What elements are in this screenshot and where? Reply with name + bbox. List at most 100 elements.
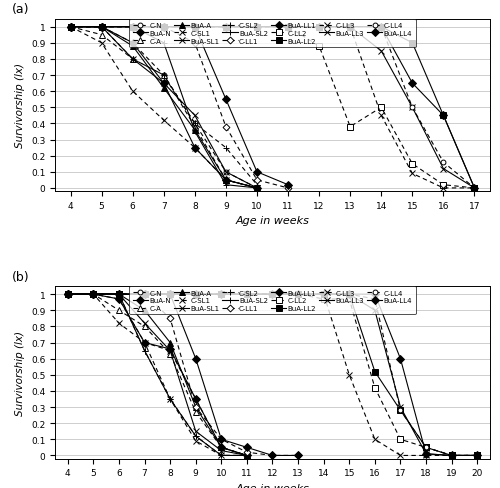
BuA-SL2 [130,24,136,30]
Line: BuA-LL3: BuA-LL3 [64,291,480,459]
BuA-LL3 [398,404,404,410]
Line: BuA-LL4: BuA-LL4 [65,292,480,458]
C-LL3 [472,185,478,191]
BuA-A [244,452,250,458]
C-LL4 [218,292,224,298]
C-LL4 [472,185,478,191]
C-N [90,292,96,298]
BuA-SL1 [142,321,148,326]
BuA-SL2 [167,396,173,402]
C-LL3 [65,292,71,298]
BuA-LL2 [244,292,250,298]
BuA-LL1 [116,292,122,298]
C-SL1 [161,118,167,124]
BuA-SL2 [116,292,122,298]
BuA-SL1 [161,81,167,87]
C-LL2 [254,24,260,30]
BuA-N [223,178,229,183]
BuA-LL4 [410,81,416,87]
C-LL4 [161,24,167,30]
C-LL2 [347,124,353,130]
BuA-LL3 [285,24,291,30]
BuA-LL2 [65,292,71,298]
C-N [244,452,250,458]
Line: BuA-SL1: BuA-SL1 [65,292,250,458]
C-N [68,24,73,30]
BuA-A [116,292,122,298]
C-SL2 [218,452,224,458]
C-LL4 [398,407,404,413]
BuA-LL1 [68,24,73,30]
BuA-N [68,24,73,30]
X-axis label: Age in weeks: Age in weeks [236,216,310,226]
C-LL1 [161,24,167,30]
C-A [116,308,122,314]
C-LL3 [316,24,322,30]
C-LL2 [90,292,96,298]
C-LL2 [98,24,104,30]
BuA-SL2 [68,24,73,30]
Line: C-LL1: C-LL1 [68,25,290,191]
BuA-LL3 [474,452,480,458]
BuA-N [167,346,173,352]
BuA-SL1 [223,169,229,175]
Line: C-N: C-N [66,292,250,458]
BuA-LL2 [116,292,122,298]
BuA-LL4 [90,292,96,298]
C-LL3 [167,292,173,298]
BuA-LL4 [244,292,250,298]
C-LL3 [440,185,446,191]
C-LL4 [372,296,378,302]
C-LL4 [320,292,326,298]
C-LL3 [474,452,480,458]
BuA-LL2 [440,113,446,119]
C-LL4 [440,160,446,166]
BuA-N [98,24,104,30]
Y-axis label: Survivorship (lx): Survivorship (lx) [16,330,26,415]
C-LL3 [346,372,352,378]
C-SL1 [130,89,136,95]
BuA-LL3 [192,292,198,298]
C-LL3 [218,292,224,298]
C-LL4 [448,452,454,458]
C-LL1 [192,41,198,46]
C-SL2 [244,452,250,458]
C-LL3 [254,24,260,30]
BuA-LL1 [192,24,198,30]
C-LL1 [98,24,104,30]
C-LL2 [440,183,446,188]
BuA-N [142,340,148,346]
Line: C-SL1: C-SL1 [65,292,250,458]
BuA-SL2 [90,292,96,298]
C-A [161,73,167,79]
BuA-LL2 [167,292,173,298]
BuA-LL2 [474,452,480,458]
C-A [167,351,173,357]
BuA-A [223,178,229,183]
BuA-LL4 [218,292,224,298]
BuA-SL1 [116,292,122,298]
C-LL4 [65,292,71,298]
BuA-LL3 [320,292,326,298]
BuA-N [161,81,167,87]
BuA-SL2 [161,41,167,46]
C-LL1 [65,292,71,298]
C-LL2 [410,162,416,167]
BuA-LL2 [90,292,96,298]
BuA-SL1 [90,292,96,298]
C-SL1 [116,321,122,326]
C-LL1 [218,436,224,442]
BuA-LL1 [192,356,198,362]
C-LL4 [167,292,173,298]
C-LL3 [192,292,198,298]
BuA-A [167,340,173,346]
C-LL1 [167,316,173,322]
C-LL3 [320,292,326,298]
BuA-SL2 [192,433,198,439]
C-LL3 [378,113,384,119]
C-SL2 [161,73,167,79]
BuA-LL4 [192,292,198,298]
BuA-LL4 [254,24,260,30]
C-LL3 [192,24,198,30]
BuA-LL3 [410,105,416,111]
